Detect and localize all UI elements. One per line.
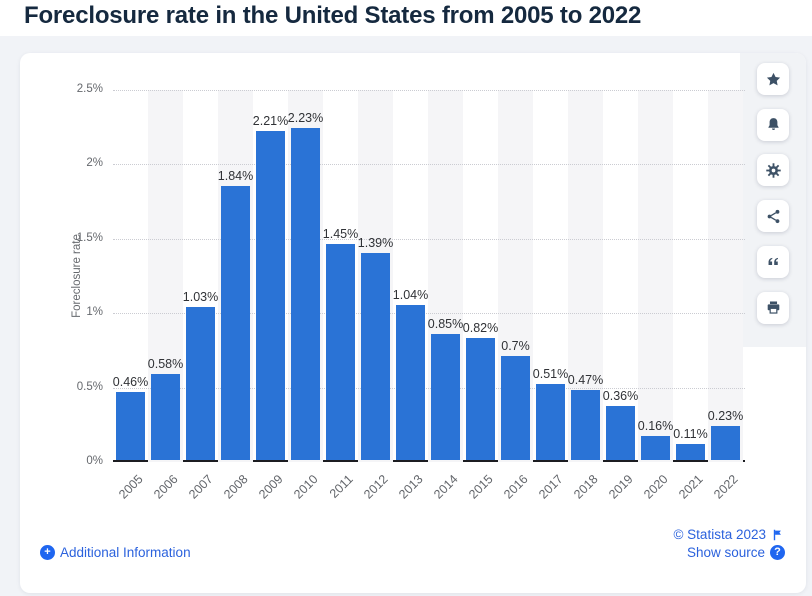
x-tick-2017: 2017 bbox=[535, 472, 566, 502]
x-tick-2008: 2008 bbox=[220, 472, 251, 502]
show-source-link[interactable]: Show source ? bbox=[687, 545, 785, 560]
page-title: Foreclosure rate in the United States fr… bbox=[24, 2, 642, 29]
bar-2017[interactable] bbox=[536, 384, 565, 460]
flag-icon bbox=[771, 528, 785, 542]
gridline-1% bbox=[113, 313, 745, 315]
x-tick-2018: 2018 bbox=[570, 472, 601, 502]
bar-2007[interactable] bbox=[186, 306, 215, 460]
gear-icon bbox=[765, 163, 781, 178]
bar-value-label-2010: 2.23% bbox=[287, 111, 324, 126]
x-tick-2012: 2012 bbox=[360, 472, 391, 502]
x-tick-2007: 2007 bbox=[185, 472, 216, 502]
bar-2011[interactable] bbox=[326, 244, 355, 460]
bar-value-label-2006: 0.58% bbox=[147, 356, 184, 371]
additional-information-link[interactable]: + Additional Information bbox=[40, 545, 191, 560]
print-icon bbox=[767, 301, 779, 314]
x-tick-2016: 2016 bbox=[500, 472, 531, 502]
share-icon bbox=[767, 209, 779, 223]
x-tick-2009: 2009 bbox=[255, 472, 286, 502]
bar-value-label-2016: 0.7% bbox=[501, 338, 530, 353]
x-tick-2019: 2019 bbox=[605, 472, 636, 502]
bar-2018[interactable] bbox=[571, 390, 600, 460]
bar-2010[interactable] bbox=[291, 128, 320, 460]
bar-value-label-2007: 1.03% bbox=[182, 289, 219, 304]
x-tick-2010: 2010 bbox=[290, 472, 321, 502]
y-tick-0.5%: 0.5% bbox=[76, 380, 103, 393]
bar-value-label-2008: 1.84% bbox=[217, 169, 254, 184]
print-button[interactable] bbox=[757, 291, 789, 324]
x-tick-2020: 2020 bbox=[640, 472, 671, 502]
gridline-1.5% bbox=[113, 238, 745, 240]
x-tick-2011: 2011 bbox=[326, 472, 356, 501]
additional-information-label: Additional Information bbox=[60, 545, 191, 560]
bar-2015[interactable] bbox=[466, 337, 495, 460]
cite-button[interactable] bbox=[757, 245, 789, 278]
bar-value-label-2009: 2.21% bbox=[252, 114, 289, 129]
bar-2022[interactable] bbox=[711, 425, 740, 460]
x-tick-2014: 2014 bbox=[430, 472, 461, 502]
bar-2008[interactable] bbox=[221, 186, 250, 460]
bar-value-label-2017: 0.51% bbox=[532, 367, 569, 382]
favorite-button[interactable] bbox=[757, 63, 789, 95]
y-tick-2.5%: 2.5% bbox=[76, 83, 103, 95]
settings-button[interactable] bbox=[757, 154, 789, 187]
question-circle-icon: ? bbox=[770, 545, 785, 560]
bar-value-label-2022: 0.23% bbox=[707, 408, 744, 423]
bar-value-label-2005: 0.46% bbox=[112, 374, 149, 389]
statistic-card: Foreclosure rate 0% 0.5% 1% 1.5% 2% 2.5% 0.46%… bbox=[20, 53, 806, 593]
plot-band-2020 bbox=[638, 90, 673, 462]
y-tick-1%: 1% bbox=[86, 306, 103, 319]
plus-circle-icon: + bbox=[40, 545, 55, 560]
x-tick-2013: 2013 bbox=[395, 472, 426, 502]
statista-copyright-link[interactable]: © Statista 2023 bbox=[673, 527, 785, 542]
y-tick-0%: 0% bbox=[86, 455, 103, 467]
star-icon bbox=[766, 72, 780, 85]
show-source-label: Show source bbox=[686, 545, 765, 560]
bar-2012[interactable] bbox=[361, 253, 390, 460]
bar-2021[interactable] bbox=[676, 443, 705, 460]
bar-2005[interactable] bbox=[116, 391, 145, 460]
bar-value-label-2014: 0.85% bbox=[427, 316, 464, 331]
bar-2016[interactable] bbox=[501, 355, 530, 460]
bar-value-label-2012: 1.39% bbox=[357, 236, 394, 251]
plot-band-2022 bbox=[708, 90, 743, 462]
bar-value-label-2011: 1.45% bbox=[322, 227, 359, 242]
bar-2009[interactable] bbox=[256, 131, 285, 460]
bell-icon bbox=[767, 118, 779, 131]
notifications-button[interactable] bbox=[757, 108, 789, 141]
x-tick-2022: 2022 bbox=[710, 472, 741, 502]
x-tick-2005: 2005 bbox=[115, 472, 146, 502]
x-tick-2006: 2006 bbox=[150, 472, 181, 502]
bar-chart-plot-area: Foreclosure rate 0% 0.5% 1% 1.5% 2% 2.5% 0.46%… bbox=[71, 83, 745, 502]
bar-2019[interactable] bbox=[606, 406, 635, 460]
gridline-2% bbox=[113, 164, 745, 166]
y-tick-2%: 2% bbox=[86, 157, 103, 170]
quote-icon bbox=[768, 258, 778, 266]
bar-2014[interactable] bbox=[431, 333, 460, 460]
x-tick-2021: 2021 bbox=[675, 472, 706, 502]
copyright-label: © Statista 2023 bbox=[673, 527, 766, 542]
bar-value-label-2013: 1.04% bbox=[392, 288, 429, 303]
bar-2006[interactable] bbox=[151, 373, 180, 460]
bar-value-label-2019: 0.36% bbox=[602, 389, 639, 404]
bar-2020[interactable] bbox=[641, 436, 670, 460]
bar-value-label-2021: 0.11% bbox=[673, 426, 708, 441]
bar-value-label-2018: 0.47% bbox=[567, 373, 604, 388]
gridline-0.5% bbox=[113, 387, 745, 389]
x-tick-2015: 2015 bbox=[465, 472, 496, 502]
bar-value-label-2020: 0.16% bbox=[637, 419, 674, 434]
bar-value-label-2015: 0.82% bbox=[462, 320, 499, 335]
y-tick-1.5%: 1.5% bbox=[76, 231, 103, 244]
bar-2013[interactable] bbox=[396, 305, 425, 460]
gridline-2.5% bbox=[113, 90, 745, 91]
share-button[interactable] bbox=[757, 200, 789, 233]
